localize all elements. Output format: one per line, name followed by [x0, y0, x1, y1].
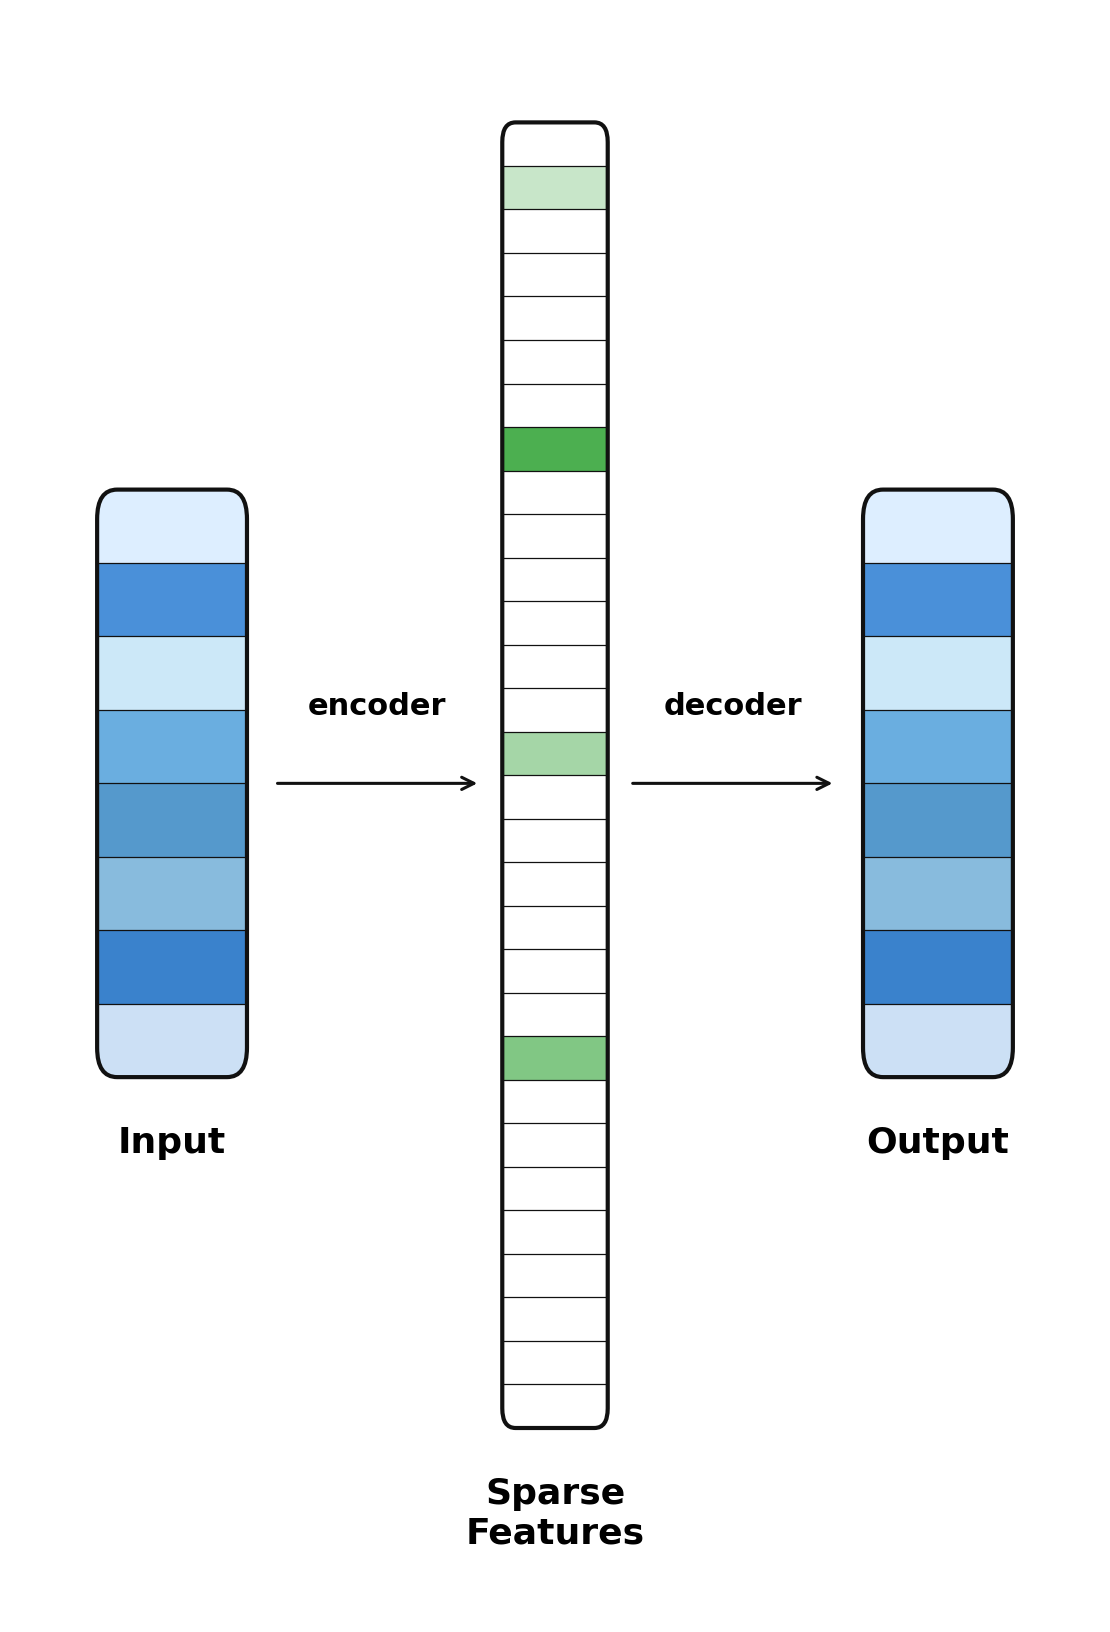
Bar — [502, 1123, 608, 1167]
Bar — [502, 689, 608, 731]
Bar — [502, 1211, 608, 1253]
Bar — [502, 558, 608, 601]
Bar — [98, 636, 248, 710]
Text: Input: Input — [118, 1126, 226, 1160]
Bar — [502, 297, 608, 339]
Bar — [502, 339, 608, 384]
Bar — [502, 470, 608, 514]
Bar — [502, 1253, 608, 1297]
Bar — [502, 819, 608, 862]
Bar — [864, 1004, 1012, 1077]
Bar — [502, 209, 608, 253]
Bar — [502, 1297, 608, 1342]
Bar — [502, 775, 608, 819]
Bar — [502, 166, 608, 209]
Bar — [502, 514, 608, 558]
Bar — [502, 906, 608, 950]
Bar — [864, 636, 1012, 710]
Bar — [98, 490, 248, 563]
Bar — [502, 992, 608, 1036]
Bar — [864, 563, 1012, 636]
Bar — [502, 122, 608, 166]
Bar — [864, 710, 1012, 783]
Bar — [864, 857, 1012, 930]
Bar — [502, 950, 608, 992]
Bar — [502, 122, 608, 1428]
Bar — [98, 710, 248, 783]
Bar — [502, 428, 608, 470]
Bar — [864, 490, 1012, 563]
Bar — [98, 783, 248, 857]
Bar — [502, 1080, 608, 1123]
Bar — [502, 731, 608, 775]
Bar — [502, 1036, 608, 1080]
Bar — [502, 645, 608, 689]
Bar — [502, 1167, 608, 1211]
Bar — [98, 930, 248, 1004]
Bar — [98, 857, 248, 930]
Bar — [502, 1342, 608, 1384]
Bar — [98, 563, 248, 636]
Text: Output: Output — [867, 1126, 1009, 1160]
Text: decoder: decoder — [664, 692, 801, 721]
Bar — [98, 1004, 248, 1077]
Bar — [502, 384, 608, 428]
Text: encoder: encoder — [309, 692, 446, 721]
Bar — [502, 253, 608, 297]
Bar — [502, 862, 608, 906]
Bar — [502, 1384, 608, 1428]
Bar — [864, 930, 1012, 1004]
Bar — [502, 601, 608, 645]
Bar — [864, 783, 1012, 857]
Text: Sparse
Features: Sparse Features — [465, 1477, 645, 1550]
